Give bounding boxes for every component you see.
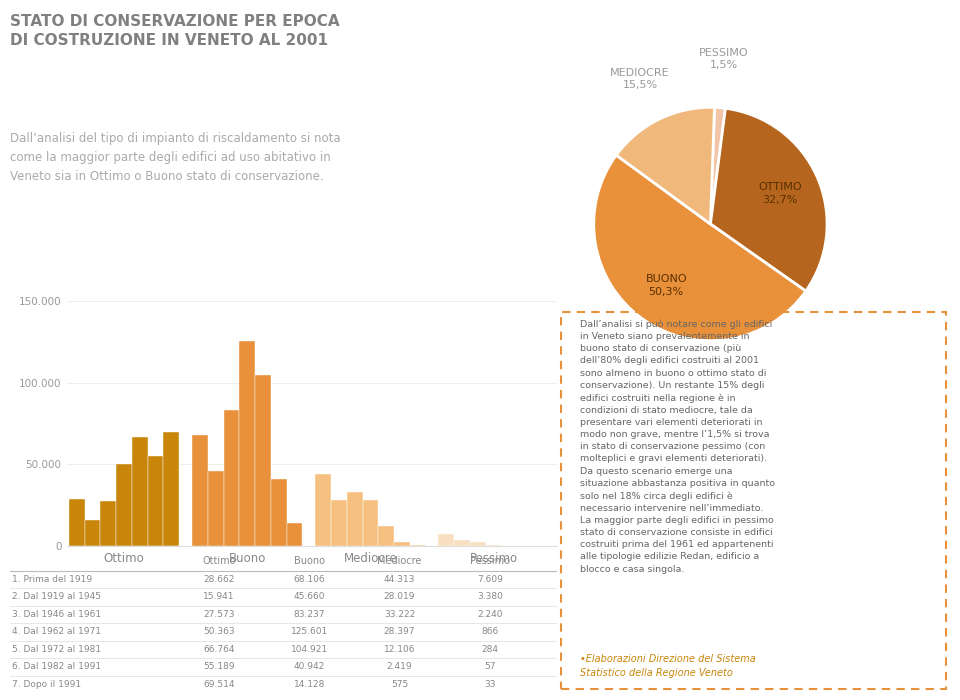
Bar xyxy=(84,520,101,546)
Text: 44.313: 44.313 xyxy=(384,575,415,584)
Text: 28.019: 28.019 xyxy=(384,592,416,601)
Text: Dall’analisi del tipo di impianto di riscaldamento si nota
come la maggior parte: Dall’analisi del tipo di impianto di ris… xyxy=(10,132,340,183)
Text: 33: 33 xyxy=(484,680,495,689)
Text: Dall’analisi si può notare come gli edifici
in Veneto siano prevalentemente in
b: Dall’analisi si può notare come gli edif… xyxy=(581,319,776,573)
Bar xyxy=(132,437,148,546)
Wedge shape xyxy=(710,107,726,224)
Text: Mediocre: Mediocre xyxy=(377,556,421,566)
Bar xyxy=(486,545,501,546)
Bar xyxy=(148,456,163,546)
Text: 7. Dopo il 1991: 7. Dopo il 1991 xyxy=(12,680,82,689)
Text: MEDIOCRE
15,5%: MEDIOCRE 15,5% xyxy=(611,68,670,90)
Text: 15.941: 15.941 xyxy=(204,592,234,601)
Bar xyxy=(239,341,255,546)
Text: 57: 57 xyxy=(484,662,495,671)
Bar xyxy=(287,523,302,546)
Bar xyxy=(347,491,363,546)
Text: 2.240: 2.240 xyxy=(477,610,502,619)
Text: 83.237: 83.237 xyxy=(294,610,324,619)
Text: 28.662: 28.662 xyxy=(204,575,234,584)
Bar xyxy=(271,479,287,546)
Text: 45.660: 45.660 xyxy=(294,592,324,601)
Text: Buono: Buono xyxy=(294,556,324,566)
Bar xyxy=(395,542,410,546)
Text: 7.609: 7.609 xyxy=(477,575,503,584)
Text: 68.106: 68.106 xyxy=(294,575,325,584)
Text: 866: 866 xyxy=(481,627,498,636)
Bar xyxy=(101,501,116,546)
Bar xyxy=(315,474,331,546)
Bar xyxy=(192,435,207,546)
Text: 14.128: 14.128 xyxy=(294,680,324,689)
Text: 12.106: 12.106 xyxy=(384,645,416,654)
Text: 104.921: 104.921 xyxy=(291,645,327,654)
Text: 575: 575 xyxy=(391,680,408,689)
Text: OTTIMO
32,7%: OTTIMO 32,7% xyxy=(758,182,802,204)
Bar xyxy=(410,545,425,546)
Text: 55.189: 55.189 xyxy=(204,662,234,671)
Text: 40.942: 40.942 xyxy=(294,662,324,671)
Bar xyxy=(224,410,239,546)
Text: 2. Dal 1919 al 1945: 2. Dal 1919 al 1945 xyxy=(12,592,102,601)
Bar xyxy=(439,533,454,546)
Text: PESSIMO
1,5%: PESSIMO 1,5% xyxy=(699,48,749,70)
Text: 3. Dal 1946 al 1961: 3. Dal 1946 al 1961 xyxy=(12,610,102,619)
Text: 2.419: 2.419 xyxy=(387,662,412,671)
Bar xyxy=(454,540,470,546)
Text: 5. Dal 1972 al 1981: 5. Dal 1972 al 1981 xyxy=(12,645,102,654)
Bar xyxy=(378,526,395,546)
Text: 4. Dal 1962 al 1971: 4. Dal 1962 al 1971 xyxy=(12,627,102,636)
Bar xyxy=(163,433,180,546)
Bar xyxy=(207,471,224,546)
Text: 69.514: 69.514 xyxy=(204,680,234,689)
Text: 33.222: 33.222 xyxy=(384,610,415,619)
Text: Ottimo: Ottimo xyxy=(203,556,235,566)
Bar xyxy=(116,463,132,546)
Text: STATO DI CONSERVAZIONE PER EPOCA
DI COSTRUZIONE IN VENETO AL 2001: STATO DI CONSERVAZIONE PER EPOCA DI COST… xyxy=(10,14,339,48)
Text: BUONO
50,3%: BUONO 50,3% xyxy=(645,274,687,297)
Text: 1. Prima del 1919: 1. Prima del 1919 xyxy=(12,575,92,584)
Bar xyxy=(255,374,271,546)
Text: 66.764: 66.764 xyxy=(204,645,234,654)
Text: 125.601: 125.601 xyxy=(291,627,327,636)
Text: 6. Dal 1982 al 1991: 6. Dal 1982 al 1991 xyxy=(12,662,102,671)
Wedge shape xyxy=(710,108,828,291)
Bar xyxy=(363,500,378,546)
Bar xyxy=(470,542,486,546)
Text: 28.397: 28.397 xyxy=(384,627,416,636)
Text: 50.363: 50.363 xyxy=(204,627,234,636)
Bar xyxy=(69,499,84,546)
Text: Pessimo: Pessimo xyxy=(469,556,510,566)
Text: •Elaborazioni Direzione del Sistema
Statistico della Regione Veneto: •Elaborazioni Direzione del Sistema Stat… xyxy=(581,654,756,678)
Text: 3.380: 3.380 xyxy=(477,592,503,601)
Text: 27.573: 27.573 xyxy=(204,610,234,619)
Wedge shape xyxy=(593,155,805,341)
Bar xyxy=(331,500,347,546)
Wedge shape xyxy=(616,107,714,224)
Text: 284: 284 xyxy=(481,645,498,654)
